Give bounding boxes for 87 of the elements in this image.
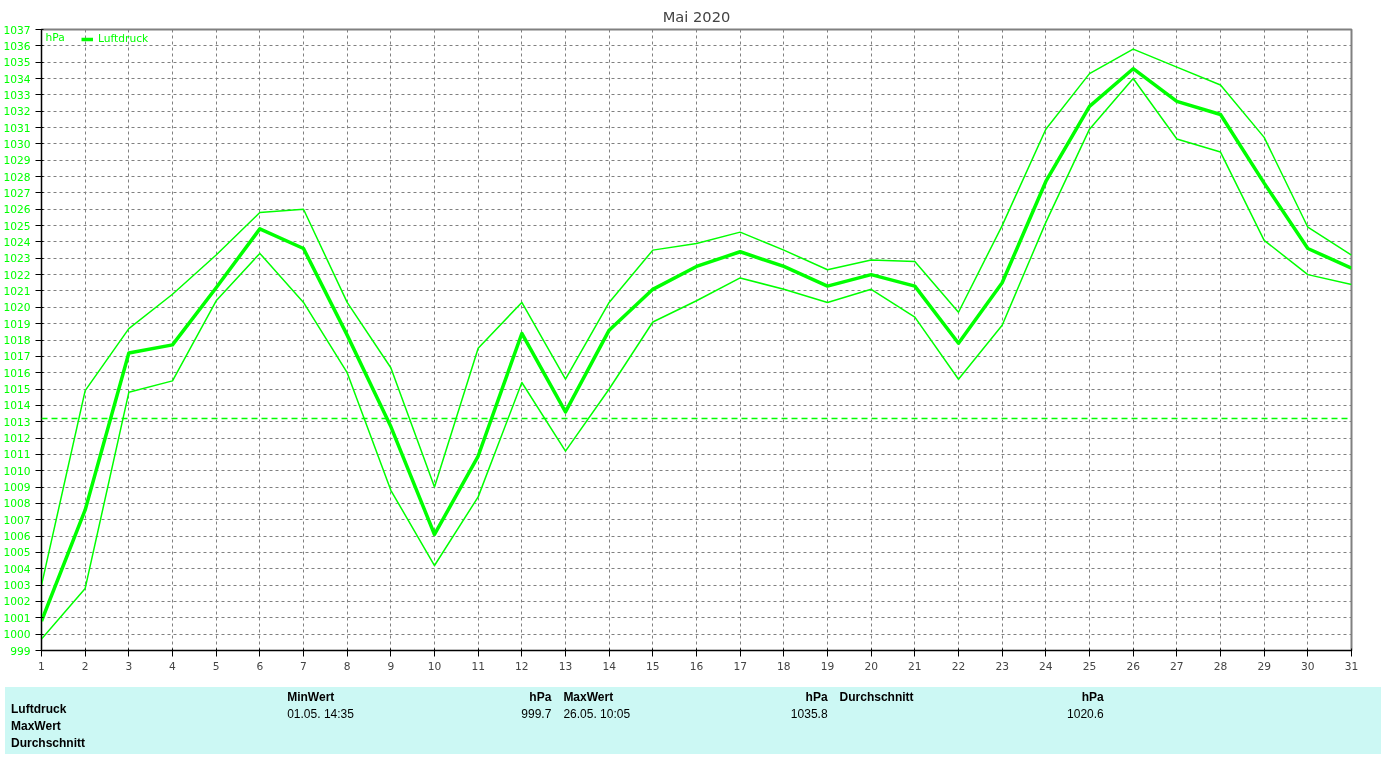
- y-tick-label: 1010: [3, 464, 31, 478]
- x-tick-label: 11: [471, 659, 485, 673]
- y-tick-label: 1028: [3, 170, 31, 184]
- y-tick-label: 1000: [3, 628, 31, 642]
- text: 1020.6: [1066, 706, 1104, 724]
- x-tick-label: 9: [387, 659, 395, 673]
- x-tick-label: 28: [1213, 659, 1228, 673]
- y-tick-label: 1002: [3, 595, 31, 609]
- text: hPa: [805, 689, 828, 706]
- x-tick-label: 2: [81, 659, 89, 673]
- y-tick-label: 1003: [3, 579, 31, 593]
- y-tick-label: 1009: [3, 481, 31, 495]
- y-tick-label: 1018: [3, 334, 31, 347]
- y-tick-label: 1035: [3, 56, 31, 70]
- x-tick-label: 14: [602, 659, 617, 673]
- x-tick-label: 23: [995, 659, 1009, 673]
- text: Luftdruck: [11, 702, 67, 716]
- x-tick-label: 26: [1126, 659, 1141, 673]
- y-tick-label: 1011: [3, 448, 31, 462]
- text: 01.05. 14:35: [287, 706, 354, 724]
- x-tick-label: 31: [1344, 659, 1359, 673]
- legend-label: Luftdruck: [98, 32, 149, 45]
- y-tick-label: 1023: [3, 252, 31, 266]
- y-tick-label: 1001: [3, 611, 31, 625]
- y-tick-label: 1006: [3, 530, 31, 544]
- y-tick-label: 1013: [3, 415, 31, 429]
- x-tick-label: 5: [212, 659, 220, 673]
- x-tick-label: 27: [1170, 659, 1184, 673]
- x-tick-label: 30: [1301, 659, 1315, 673]
- y-tick-label: 1022: [3, 268, 31, 282]
- text: 1035.8: [790, 706, 828, 724]
- x-tick-label: 25: [1082, 659, 1097, 673]
- y-tick-label: 1005: [3, 546, 31, 560]
- text: 999.7: [521, 706, 552, 724]
- y-tick-label: 1033: [3, 88, 31, 102]
- y-tick-label: 1017: [3, 350, 31, 364]
- x-tick-label: 22: [951, 659, 966, 673]
- text: Durchschnitt: [11, 736, 86, 751]
- x-tick-label: 8: [343, 659, 351, 673]
- text: 26.05. 10:05: [563, 706, 631, 724]
- x-tick-label: 21: [908, 659, 922, 673]
- y-tick-label: 1031: [3, 121, 31, 135]
- y-tick-label: 1007: [3, 513, 31, 527]
- y-tick-label: 1029: [3, 154, 31, 168]
- x-tick-label: 24: [1039, 659, 1053, 673]
- x-tick-label: 17: [733, 659, 747, 673]
- x-tick-label: 4: [169, 659, 177, 673]
- x-tick-label: 29: [1257, 659, 1272, 673]
- x-tick-label: 1: [38, 659, 45, 673]
- y-tick-label: 999: [10, 644, 31, 658]
- y-tick-label: 1024: [3, 235, 31, 249]
- y-tick-label: 1016: [3, 366, 31, 380]
- text: MinWert: [287, 689, 335, 706]
- text: MaxWert: [11, 719, 61, 734]
- y-tick-label: 1019: [3, 317, 31, 331]
- y-tick-label: 1021: [3, 284, 31, 298]
- y-tick-label: 1032: [3, 105, 31, 119]
- x-tick-label: 15: [646, 659, 660, 673]
- y-tick-label: 1037: [3, 23, 31, 37]
- y-tick-label: 1030: [3, 137, 31, 151]
- x-tick-label: 3: [125, 659, 133, 673]
- y-tick-label: 1025: [3, 219, 31, 233]
- y-tick-label: 1026: [3, 203, 31, 217]
- y-tick-label: 1034: [3, 72, 31, 86]
- y-tick-label: 1027: [3, 186, 31, 200]
- chart-title: Mai 2020: [662, 7, 731, 25]
- x-tick-label: 18: [777, 659, 791, 673]
- x-tick-label: 10: [427, 659, 442, 673]
- x-tick-label: 16: [689, 659, 704, 673]
- y-tick-label: 1036: [3, 39, 31, 53]
- y-tick-label: 1004: [3, 562, 31, 576]
- x-tick-label: 7: [300, 659, 307, 673]
- text: MaxWert: [563, 689, 614, 706]
- x-tick-label: 13: [558, 659, 573, 673]
- x-tick-label: 19: [820, 659, 835, 673]
- x-tick-label: 20: [864, 659, 879, 673]
- y-tick-label: 1008: [3, 497, 31, 511]
- text: Durchschnitt: [839, 689, 914, 706]
- y-tick-label: 1012: [3, 432, 31, 446]
- y-tick-label: 1020: [3, 301, 31, 315]
- y-tick-label: 1014: [3, 399, 31, 413]
- y-tick-label: 1015: [3, 383, 31, 397]
- x-tick-label: 6: [256, 659, 264, 673]
- y-axis-title: hPa: [45, 30, 65, 44]
- text: hPa: [1081, 689, 1104, 706]
- x-tick-label: 12: [515, 659, 529, 673]
- text: hPa: [529, 689, 552, 706]
